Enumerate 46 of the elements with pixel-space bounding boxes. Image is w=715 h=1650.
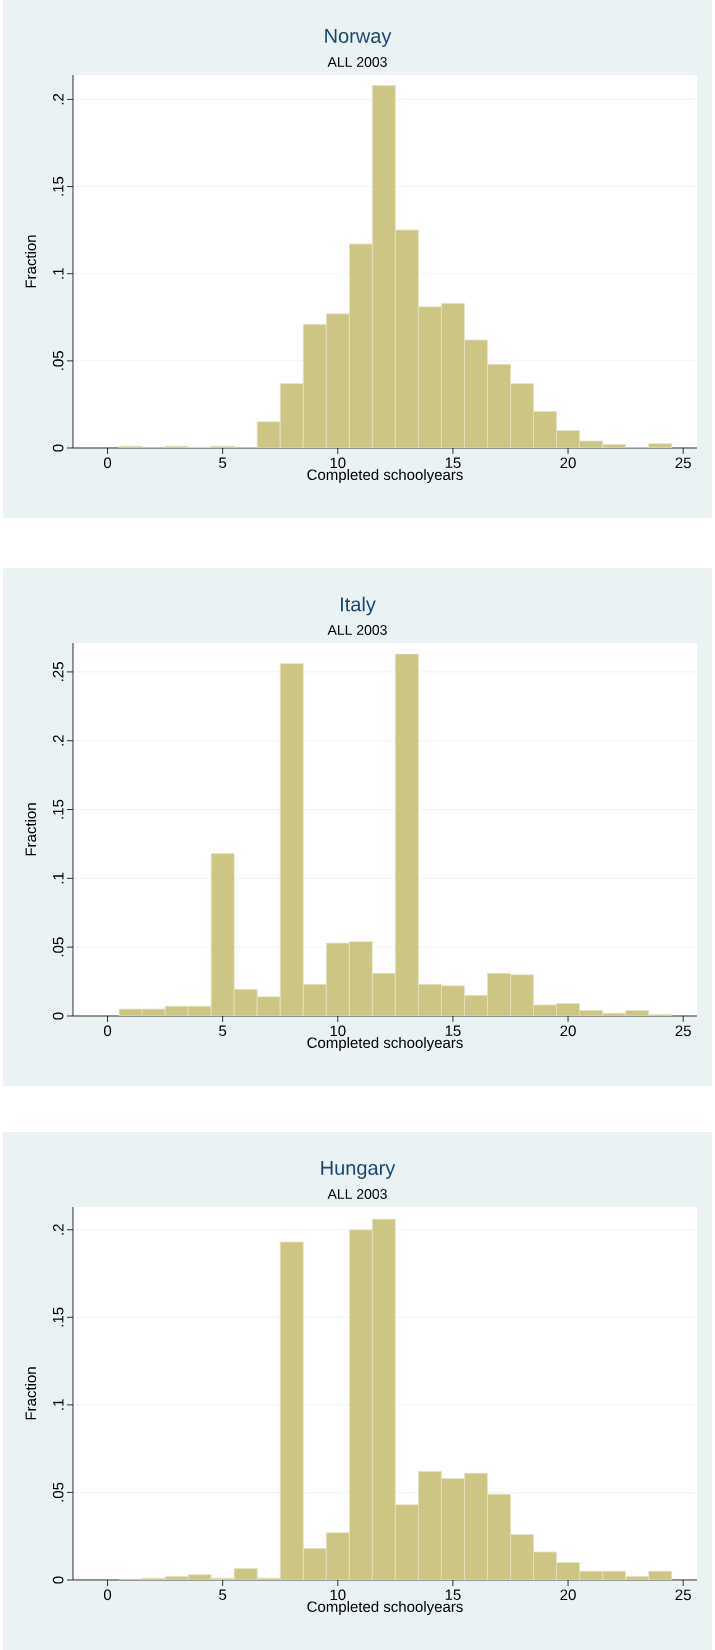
- y-tick-label: .15: [53, 176, 64, 196]
- x-tick-label: 10: [330, 457, 346, 469]
- x-tick-label: 0: [103, 1025, 112, 1037]
- x-tick-label: 20: [560, 1025, 576, 1037]
- x-tick-label: 25: [675, 1025, 691, 1037]
- y-tick-label: .2: [52, 1224, 64, 1235]
- x-tick-label: 15: [445, 1589, 461, 1600]
- x-tick-label: 25: [675, 1589, 691, 1601]
- y-tick-label: .05: [52, 351, 64, 370]
- y-axis-title: Fraction: [25, 235, 37, 288]
- y-tick-label: .15: [53, 799, 64, 819]
- chart-title: Norway: [325, 29, 392, 47]
- y-tick-label: .05: [52, 1482, 64, 1502]
- x-tick-label: 10: [330, 1025, 346, 1037]
- chart-title: Hungary: [321, 1161, 396, 1179]
- x-tick-label: 25: [675, 457, 691, 469]
- y-tick-label: .1: [53, 1399, 64, 1410]
- chart-title: Italy: [341, 596, 376, 616]
- x-tick-label: 15: [445, 1025, 461, 1036]
- y-tick-label: .2: [52, 735, 64, 746]
- y-tick-label: 0: [52, 444, 64, 452]
- x-tick-label: 0: [103, 457, 112, 469]
- chart-subtitle: ALL 2003: [327, 625, 387, 635]
- y-tick-label: .25: [52, 662, 64, 681]
- x-axis-title: Completed schoolyears: [307, 1037, 463, 1051]
- y-tick-label: 0: [52, 1012, 64, 1020]
- chart-subtitle: ALL 2003: [327, 1189, 387, 1199]
- x-axis-title: Completed schoolyears: [307, 469, 463, 483]
- y-tick-label: .1: [53, 268, 64, 279]
- y-axis-title: Fraction: [25, 803, 37, 856]
- x-tick-label: 20: [560, 457, 576, 469]
- y-tick-label: .2: [52, 93, 64, 105]
- y-tick-label: .15: [53, 1307, 64, 1327]
- y-tick-label: .1: [53, 872, 64, 884]
- x-tick-label: 20: [560, 1589, 576, 1601]
- chart-subtitle: ALL 2003: [327, 57, 387, 67]
- x-tick-label: 15: [445, 457, 461, 468]
- x-tick-label: 0: [103, 1589, 112, 1601]
- x-tick-label: 5: [219, 457, 227, 468]
- y-axis-title: Fraction: [25, 1367, 37, 1420]
- x-axis-title: Completed schoolyears: [307, 1601, 463, 1615]
- x-tick-label: 10: [330, 1589, 346, 1601]
- y-tick-label: .05: [52, 937, 64, 957]
- x-tick-label: 5: [219, 1589, 227, 1600]
- x-tick-label: 5: [219, 1025, 227, 1036]
- y-tick-label: 0: [52, 1576, 64, 1584]
